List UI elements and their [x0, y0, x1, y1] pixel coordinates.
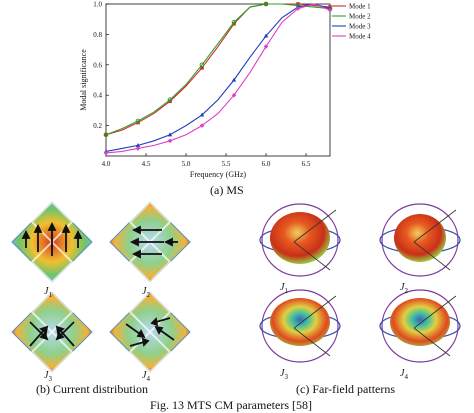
series-3-point	[231, 77, 237, 82]
series-2-point	[231, 19, 237, 25]
far-field-pattern-4	[379, 289, 461, 363]
caption-current: (b) Current distribution	[36, 382, 148, 396]
current-label-2: J2	[142, 286, 150, 299]
legend-label-3: Mode 3	[349, 23, 371, 31]
series-2-point	[103, 132, 109, 138]
series-3-point	[199, 112, 205, 117]
modal-significance-chart: 4.0 4.5 5.0 5.5 6.0 6.5 0.2 0.4 0.6 0.8 1.0 Frequen…	[0, 0, 474, 180]
current-label-4: J4	[142, 370, 150, 383]
legend-label-4: Mode 4	[349, 33, 371, 41]
legend-label-2: Mode 2	[349, 13, 371, 21]
chart-svg: 4.0 4.5 5.0 5.5 6.0 6.5 0.2 0.4 0.6 0.8 1.0 Frequen…	[79, 1, 371, 180]
current-pattern-2	[109, 200, 191, 284]
series-1-point	[200, 66, 204, 70]
farfield-label-1: J1	[280, 282, 288, 295]
y-tick-label: 0.6	[93, 61, 102, 69]
far-field-pattern-3	[259, 289, 341, 363]
x-tick-label: 6.0	[262, 160, 271, 168]
current-pattern-4	[109, 290, 191, 374]
series-3-point	[167, 132, 173, 137]
series-2-point	[135, 118, 141, 124]
series-4-point	[103, 150, 109, 156]
current-pattern-3	[11, 290, 93, 374]
far-field-pattern-2	[379, 203, 461, 277]
series-line-2	[105, 3, 331, 136]
series-4-point	[295, 6, 301, 11]
series-line-3	[105, 3, 331, 152]
y-tick-label: 0.8	[93, 31, 102, 39]
x-tick-label: 5.5	[222, 160, 231, 168]
y-axis-label: Modal significance	[79, 49, 88, 111]
series-4-point	[135, 146, 141, 151]
current-label-3: J3	[44, 370, 52, 383]
current-pattern-1	[11, 200, 93, 284]
series-4-point	[167, 138, 173, 144]
caption-ms: (a) MS	[210, 183, 244, 197]
current-label-1: J1	[44, 286, 52, 299]
series-line-1	[105, 3, 331, 136]
series-4-point	[327, 7, 333, 13]
plot-frame	[105, 3, 331, 157]
series-2-point	[167, 97, 173, 103]
far-field-pattern-1	[259, 203, 341, 277]
farfield-label-2: J2	[400, 282, 408, 295]
series-3-point	[263, 33, 269, 38]
series-4-point	[199, 123, 205, 128]
x-tick-label: 6.5	[302, 160, 311, 168]
series-3-point	[135, 142, 141, 147]
series-line-4	[105, 3, 331, 154]
current-distribution-panel: J1 J2 J3 J4	[0, 198, 240, 383]
series-2-point	[199, 62, 205, 68]
x-tick-label: 5.0	[182, 160, 191, 168]
y-tick-label: 1.0	[93, 1, 102, 9]
far-field-graphic	[259, 203, 461, 363]
caption-farfield: (c) Far-field patterns	[296, 382, 396, 396]
series-4-point	[231, 92, 237, 98]
figure-caption: Fig. 13 MTS CM parameters [58]	[150, 398, 312, 412]
y-tick-label: 0.2	[93, 122, 102, 130]
x-axis-label: Frequency (GHz)	[190, 170, 247, 179]
series-4-point	[263, 44, 269, 49]
current-distribution-graphic	[11, 200, 191, 374]
legend-label-1: Mode 1	[349, 3, 371, 11]
x-tick-label: 4.0	[102, 160, 111, 168]
y-tick-label: 0.4	[93, 92, 102, 100]
farfield-label-4: J4	[400, 368, 408, 381]
series-2-point	[263, 1, 269, 7]
x-tick-label: 4.5	[142, 160, 151, 168]
farfield-label-3: J3	[280, 368, 288, 381]
far-field-panel: J1 J2 J3 J4	[250, 198, 474, 381]
